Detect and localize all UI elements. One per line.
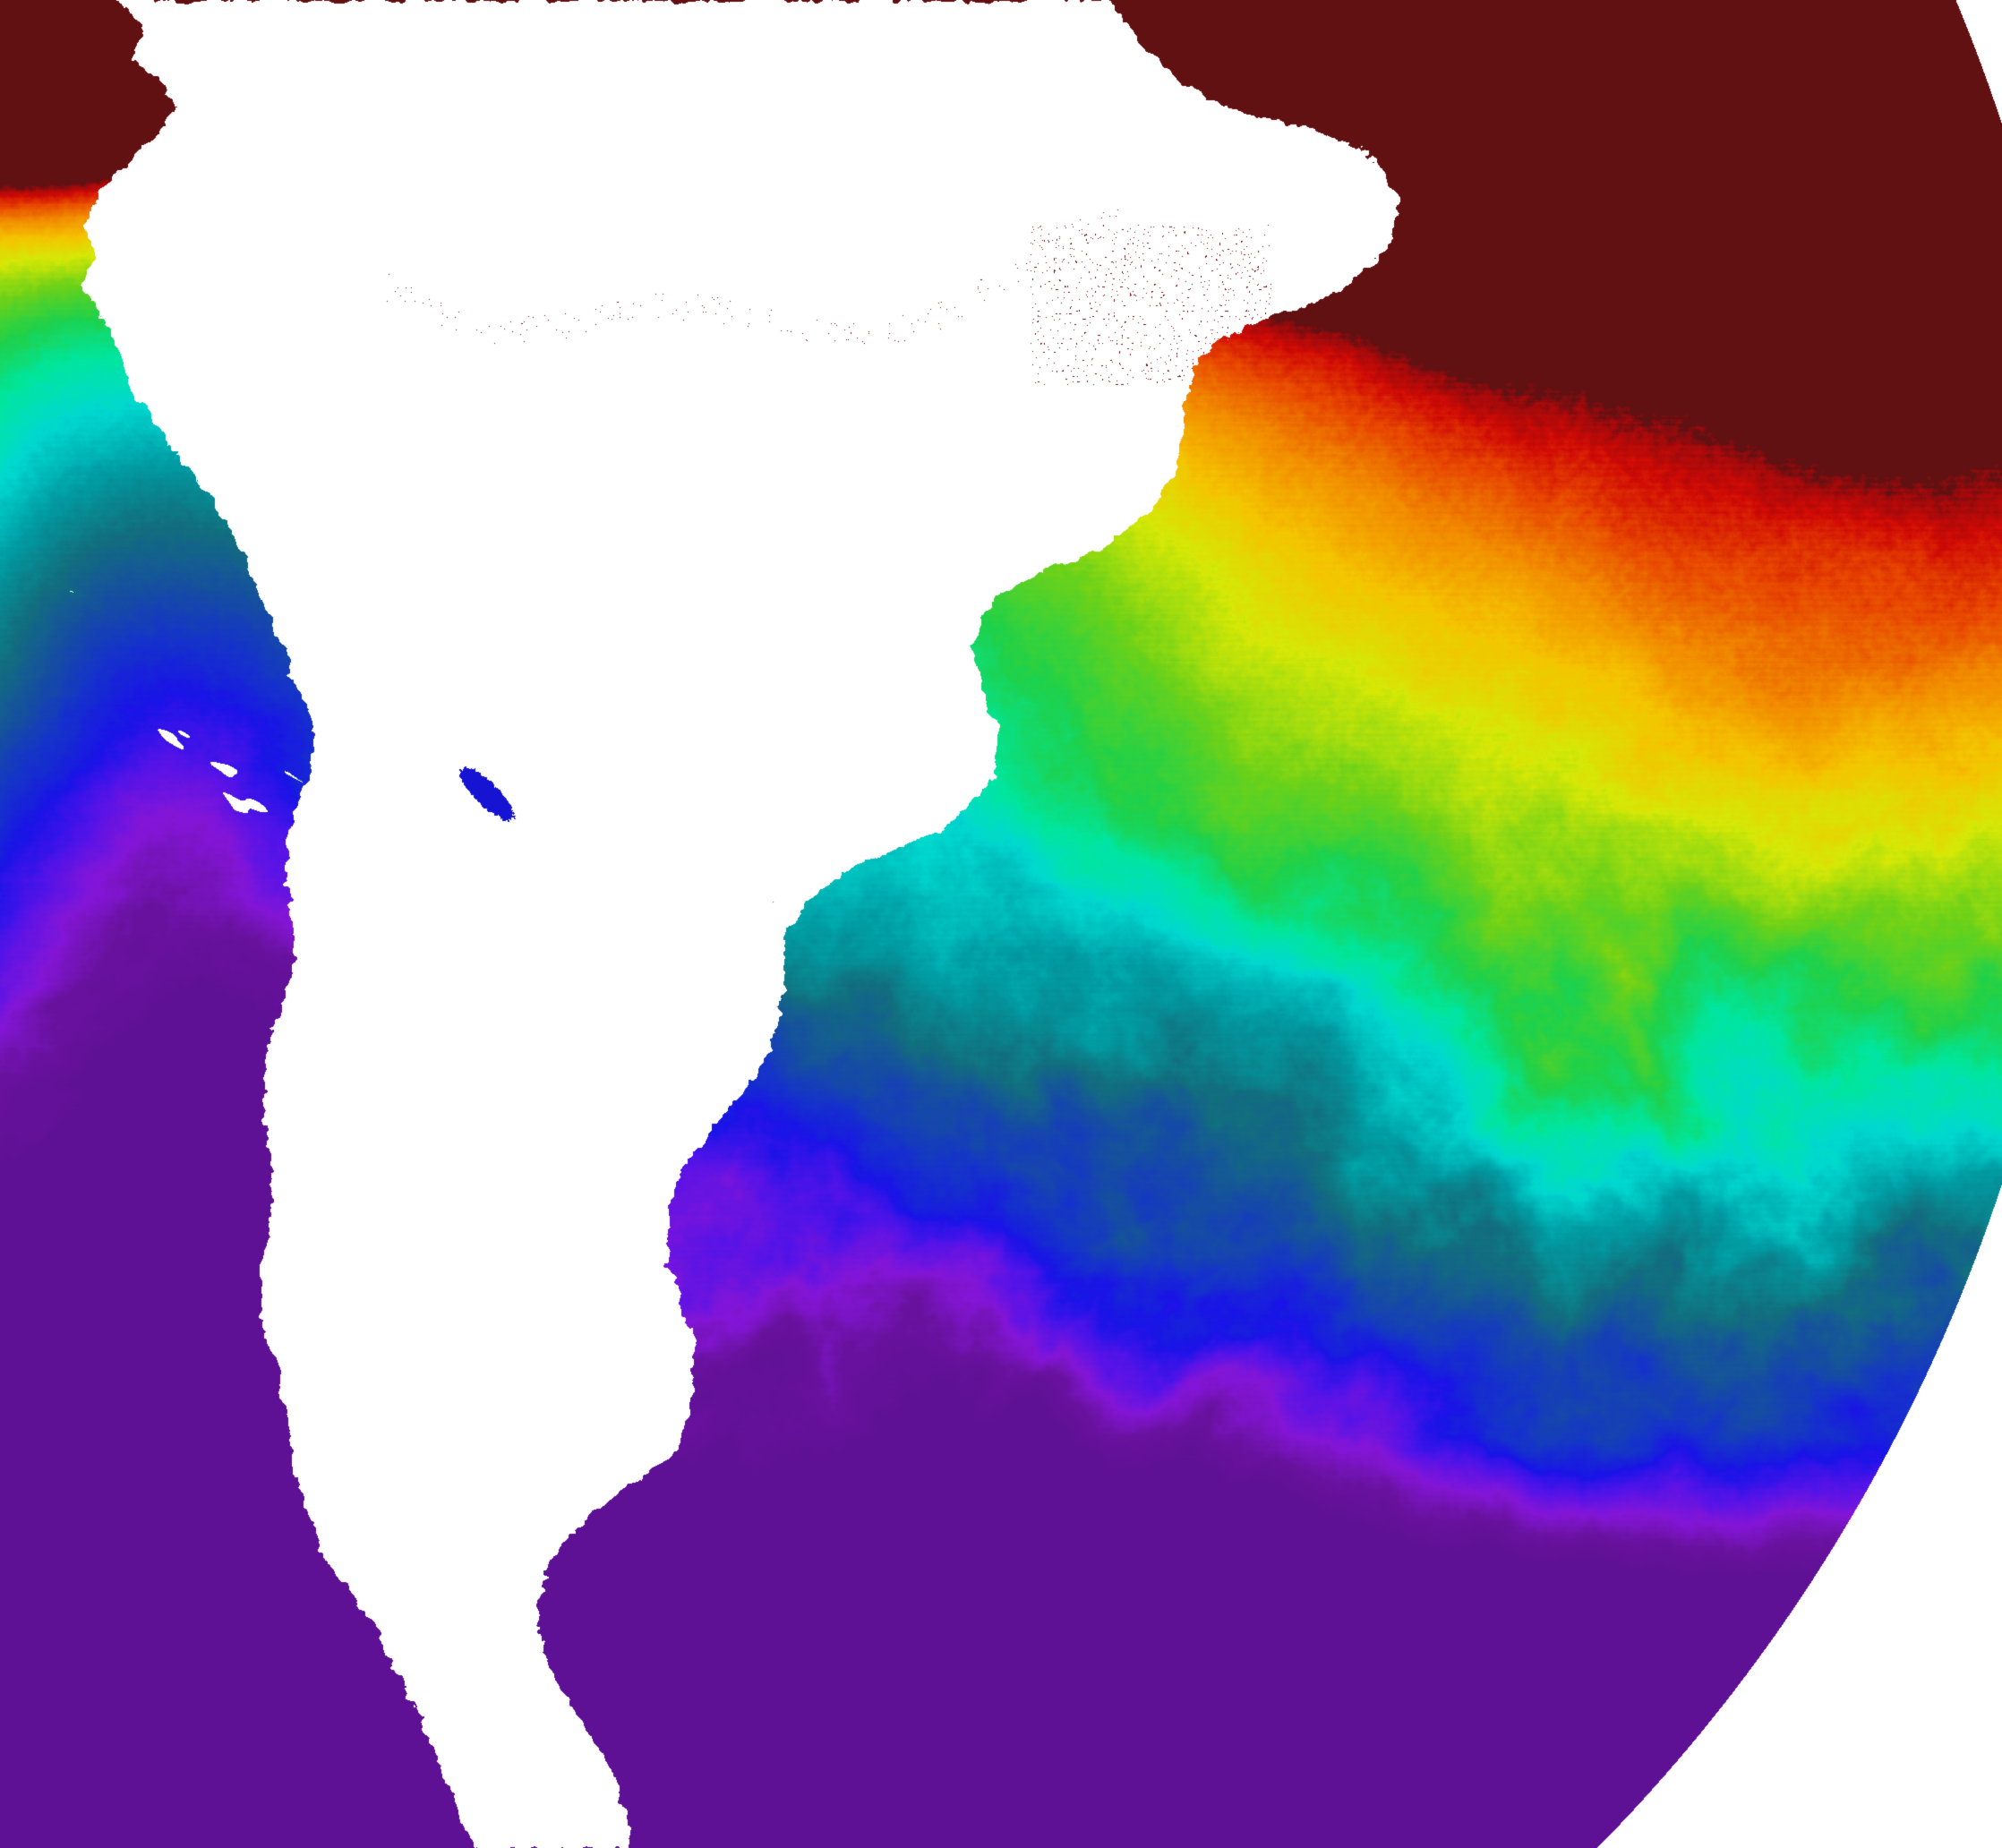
sst-map-viewport — [0, 0, 2002, 1848]
sea-surface-temperature-raster — [0, 0, 2002, 1848]
